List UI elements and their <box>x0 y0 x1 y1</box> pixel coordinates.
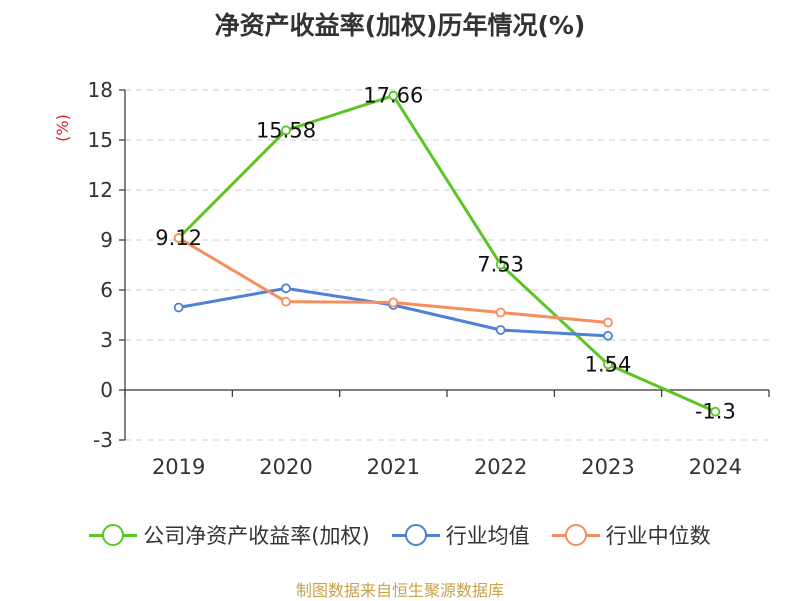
data-labels: 9.12 15.58 17.66 7.53 1.54 -1.3 <box>155 84 736 424</box>
line-chart: -3 0 3 6 9 12 15 18 2019 2020 2021 2022 2023 2024 9.1… <box>53 78 770 479</box>
y-tick-label-15: 15 <box>88 128 113 152</box>
y-tick-label-6: 6 <box>100 278 113 302</box>
axes: -3 0 3 6 9 12 15 18 2019 2020 2021 2022 2023 2024 <box>88 78 770 479</box>
data-label-2023: 1.54 <box>585 352 632 376</box>
series-0-point-2023 <box>603 359 613 370</box>
legend-circle-industry-mean <box>404 524 427 546</box>
series-1-point-2022 <box>495 325 506 335</box>
data-label-2020: 15.58 <box>256 118 316 142</box>
legend: 公司净资产收益率(加权) 行业均值 行业中位数 <box>0 520 800 550</box>
legend-marker-industry-mean <box>391 523 440 547</box>
series-2-point-2020 <box>281 296 291 307</box>
series-1-point-2019 <box>173 302 184 313</box>
data-label-2021: 17.66 <box>363 84 423 108</box>
y-tick-label-0: 0 <box>100 378 113 402</box>
series-2-point-2021 <box>388 297 399 308</box>
y-tick-label-18: 18 <box>88 78 113 102</box>
series-0-point-2024 <box>710 406 721 417</box>
y-tick-label--3: -3 <box>93 428 113 452</box>
legend-item-industry-median[interactable]: 行业中位数 <box>551 520 711 550</box>
legend-label-industry-mean: 行业均值 <box>445 524 530 548</box>
legend-circle-industry-median <box>564 524 587 546</box>
legend-marker-industry-median <box>551 523 600 547</box>
legend-item-industry-mean[interactable]: 行业均值 <box>391 520 530 550</box>
x-tick-label-2019: 2019 <box>152 455 205 479</box>
x-tick-label-2020: 2020 <box>259 455 312 479</box>
legend-circle-company <box>102 524 125 546</box>
series-0-point-2020 <box>281 125 291 136</box>
x-tick-label-2021: 2021 <box>367 455 420 479</box>
series-line-1 <box>178 286 609 338</box>
series-0-point-2022 <box>495 259 506 270</box>
series-0-point-2021 <box>388 90 399 101</box>
y-axis-label: (%) <box>53 114 72 142</box>
data-label-2022: 7.53 <box>477 253 524 277</box>
data-label-2019: 9.12 <box>155 226 202 250</box>
data-label-2024: -1.3 <box>695 400 736 424</box>
series-2-point-2022 <box>495 307 506 318</box>
y-tick-label-9: 9 <box>100 228 113 252</box>
source-note: 制图数据来自恒生聚源数据库 <box>295 581 504 600</box>
legend-label-company: 公司净资产收益率(加权) <box>143 524 370 548</box>
legend-marker-company <box>89 523 138 547</box>
series-group <box>173 90 721 417</box>
y-tick-label-3: 3 <box>100 328 113 352</box>
chart-title: 净资产收益率(加权)历年情况(%) <box>214 11 586 40</box>
series-line-0 <box>177 94 716 414</box>
series-1-point-2023 <box>603 330 613 341</box>
legend-label-industry-median: 行业中位数 <box>605 524 711 548</box>
x-tick-label-2022: 2022 <box>474 455 527 479</box>
x-tick-label-2024: 2024 <box>689 455 742 479</box>
series-2-point-2023 <box>603 317 613 328</box>
series-2-point-2019 <box>173 233 184 243</box>
series-1-point-2020 <box>281 283 291 294</box>
y-tick-label-12: 12 <box>88 178 113 202</box>
x-tick-label-2023: 2023 <box>581 455 634 479</box>
legend-item-company[interactable]: 公司净资产收益率(加权) <box>89 520 370 550</box>
grid-lines <box>125 89 769 441</box>
